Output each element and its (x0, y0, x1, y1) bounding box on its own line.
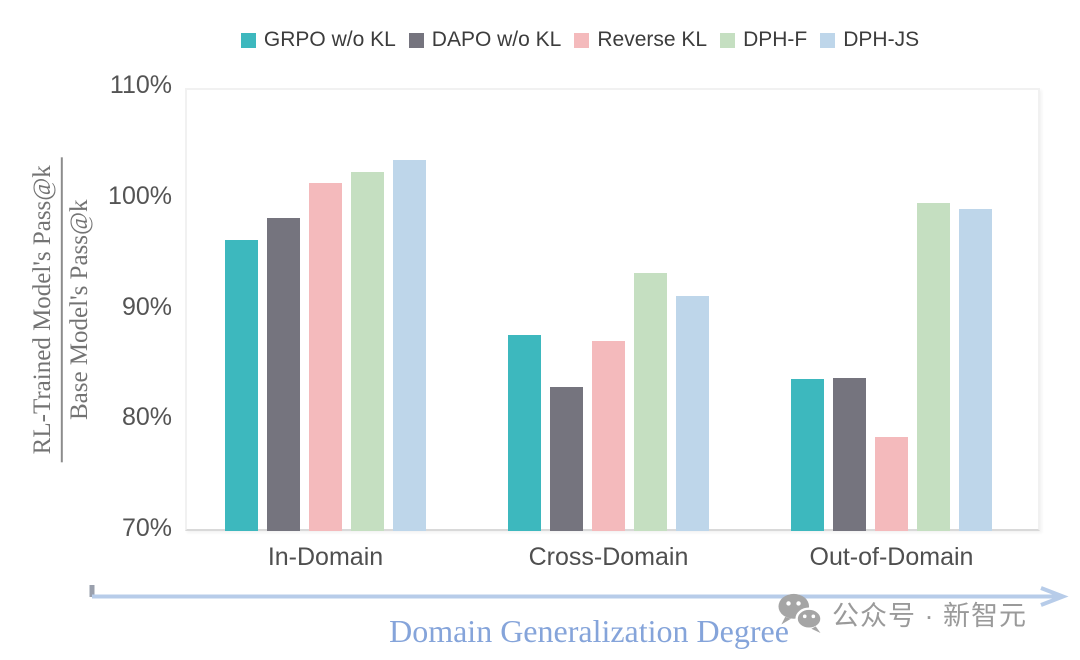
legend-label: DPH-JS (843, 28, 920, 51)
bar-dph-js-in-domain (393, 160, 426, 531)
legend-swatch (408, 32, 424, 48)
bar-grpo-w-o-kl-in-domain (225, 239, 258, 531)
legend-label: Reverse KL (597, 28, 708, 51)
bar-grpo-w-o-kl-out-of-domain (791, 379, 824, 531)
legend-swatch (720, 32, 736, 48)
y-tick-label: 90% (121, 292, 172, 321)
legend-item: DAPO w/o KL (408, 28, 562, 52)
legend-label: DAPO w/o KL (431, 28, 562, 51)
legend-item: Reverse KL (574, 28, 707, 52)
bar-dapo-w-o-kl-out-of-domain (833, 378, 866, 531)
y-tick-label: 80% (121, 403, 172, 432)
chart-legend: GRPO w/o KL DAPO w/o KL Reverse KL DPH-F DPH… (185, 27, 975, 53)
bar-reverse-kl-cross-domain (592, 340, 625, 531)
bar-reverse-kl-out-of-domain (875, 436, 908, 531)
legend-label: GRPO w/o KL (263, 28, 396, 51)
legend-item: GRPO w/o KL (240, 28, 396, 52)
bar-dph-js-out-of-domain (959, 208, 992, 531)
plot-area (185, 88, 1040, 531)
legend-label: DPH-F (743, 28, 808, 51)
y-tick-label: 110% (109, 71, 172, 99)
bar-dph-f-cross-domain (634, 273, 667, 531)
x-category-label: In-Domain (267, 543, 384, 571)
watermark-text: 公众号 · 新智元 (832, 600, 1027, 631)
bar-grpo-w-o-kl-cross-domain (508, 335, 541, 531)
legend-swatch (574, 32, 590, 48)
bar-dph-js-cross-domain (676, 296, 709, 531)
arrow-head (1040, 586, 1069, 607)
legend-item: DPH-JS (820, 28, 919, 52)
bar-reverse-kl-in-domain (309, 183, 342, 531)
bar-dapo-w-o-kl-in-domain (267, 217, 300, 531)
bar-dph-f-out-of-domain (917, 203, 950, 531)
legend-swatch (820, 32, 836, 48)
x-axis-title: Domain Generalization Degree (389, 613, 789, 649)
legend-item: DPH-F (720, 28, 807, 52)
bar-dph-f-in-domain (351, 172, 384, 531)
y-tick-label: 100% (108, 181, 172, 210)
x-category-label: Cross-Domain (528, 543, 689, 571)
watermark: 公众号 · 新智元 (776, 592, 1027, 634)
x-category-label: Out-of-Domain (809, 543, 974, 571)
bar-dapo-w-o-kl-cross-domain (550, 387, 583, 531)
legend-swatch (240, 32, 256, 48)
wechat-icon (778, 593, 823, 634)
y-tick-label: 70% (121, 514, 172, 542)
x-axis-arrow (89, 585, 1069, 607)
